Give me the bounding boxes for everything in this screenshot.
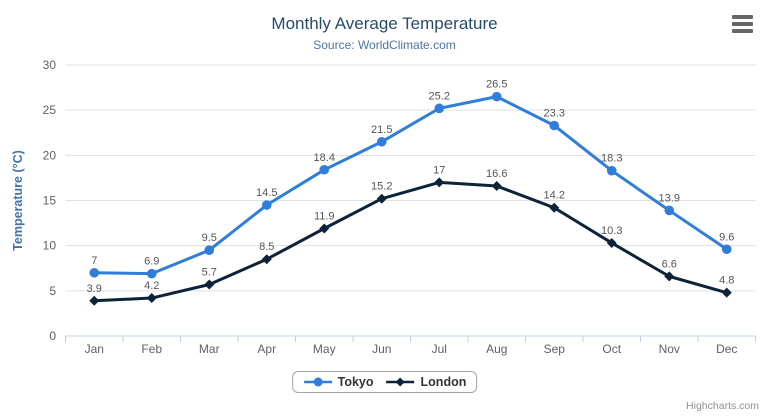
marker-tokyo[interactable] (549, 120, 560, 131)
x-axis-label: Jun (372, 342, 391, 356)
data-label-london: 10.3 (601, 225, 622, 237)
data-label-tokyo: 26.5 (486, 79, 507, 91)
series-line-london[interactable] (92, 180, 729, 303)
data-label-london: 17 (433, 164, 445, 176)
y-axis-label: 25 (43, 103, 57, 117)
credits-link[interactable]: Highcharts.com (686, 400, 759, 412)
x-axis-label: Nov (659, 342, 680, 356)
x-axis-label: Jan (85, 342, 104, 356)
marker-tokyo[interactable] (664, 205, 675, 216)
y-axis-title: Temperature (°C) (11, 150, 25, 251)
y-axis-label: 5 (49, 284, 56, 298)
marker-london[interactable] (261, 254, 272, 265)
legend-item-tokyo[interactable]: Tokyo (303, 375, 374, 389)
context-menu-button[interactable] (727, 10, 757, 38)
y-axis-label: 0 (49, 329, 56, 343)
x-axis-label: Oct (602, 342, 621, 356)
marker-london[interactable] (434, 177, 445, 188)
data-label-tokyo: 14.5 (256, 187, 277, 199)
data-label-tokyo: 9.5 (202, 232, 217, 244)
data-label-tokyo: 23.3 (544, 108, 565, 120)
y-axis-label: 20 (43, 148, 57, 162)
x-axis-label: Mar (199, 342, 220, 356)
x-axis-label: Jul (432, 342, 447, 356)
data-label-london: 6.6 (662, 258, 677, 270)
legend-item-london[interactable]: London (386, 375, 467, 389)
series-line-tokyo[interactable] (92, 95, 729, 276)
hamburger-menu-icon (731, 14, 753, 34)
x-axis-label: Apr (257, 342, 276, 356)
marker-london[interactable] (491, 181, 502, 192)
legend: Tokyo London (291, 371, 478, 393)
marker-tokyo[interactable] (204, 245, 215, 255)
y-axis-label: 30 (43, 58, 57, 72)
data-label-london: 11.9 (314, 211, 335, 223)
marker-london[interactable] (664, 271, 675, 282)
legend-label-london: London (420, 375, 467, 389)
legend-label-tokyo: Tokyo (337, 375, 374, 389)
legend-marker-london-icon (386, 377, 415, 387)
x-axis-label: Feb (141, 342, 162, 356)
marker-london[interactable] (204, 279, 215, 290)
y-axis-label: 15 (43, 194, 57, 208)
data-label-london: 8.5 (259, 241, 274, 253)
data-label-london: 16.6 (486, 168, 507, 180)
marker-london[interactable] (376, 193, 387, 204)
x-axis-label: Aug (486, 342, 507, 356)
data-label-tokyo: 18.4 (314, 152, 335, 164)
data-label-london: 4.8 (719, 275, 734, 287)
data-label-tokyo: 7 (91, 255, 97, 267)
x-axis-label: May (313, 342, 336, 356)
x-axis-label: Sep (544, 342, 566, 356)
data-label-london: 3.9 (87, 283, 102, 295)
marker-tokyo[interactable] (721, 244, 732, 255)
chart-subtitle: Source: WorldClimate.com (313, 38, 456, 52)
data-label-london: 14.2 (544, 190, 565, 202)
legend-marker-tokyo-icon (303, 377, 332, 387)
data-label-london: 15.2 (371, 181, 392, 193)
data-label-tokyo: 18.3 (601, 153, 622, 165)
marker-london[interactable] (549, 202, 560, 213)
marker-london[interactable] (146, 293, 157, 304)
data-label-tokyo: 6.9 (144, 256, 159, 268)
marker-tokyo[interactable] (434, 103, 445, 114)
data-label-tokyo: 13.9 (659, 192, 680, 204)
marker-tokyo[interactable] (491, 91, 502, 102)
marker-london[interactable] (606, 237, 617, 248)
marker-london[interactable] (319, 223, 330, 234)
marker-tokyo[interactable] (146, 268, 157, 279)
marker-london[interactable] (721, 287, 732, 298)
data-label-london: 4.2 (144, 280, 159, 292)
chart-title: Monthly Average Temperature (271, 14, 498, 33)
y-axis-label: 10 (43, 239, 57, 253)
data-label-tokyo: 21.5 (371, 124, 392, 136)
marker-tokyo[interactable] (376, 136, 387, 147)
marker-tokyo[interactable] (319, 164, 330, 175)
marker-london[interactable] (89, 295, 100, 306)
marker-tokyo[interactable] (261, 200, 272, 210)
data-label-tokyo: 25.2 (429, 90, 450, 102)
data-label-tokyo: 9.6 (719, 231, 734, 243)
x-axis-label: Dec (716, 342, 737, 356)
marker-tokyo[interactable] (606, 165, 617, 176)
marker-tokyo[interactable] (89, 267, 100, 278)
data-label-london: 5.7 (202, 267, 217, 279)
